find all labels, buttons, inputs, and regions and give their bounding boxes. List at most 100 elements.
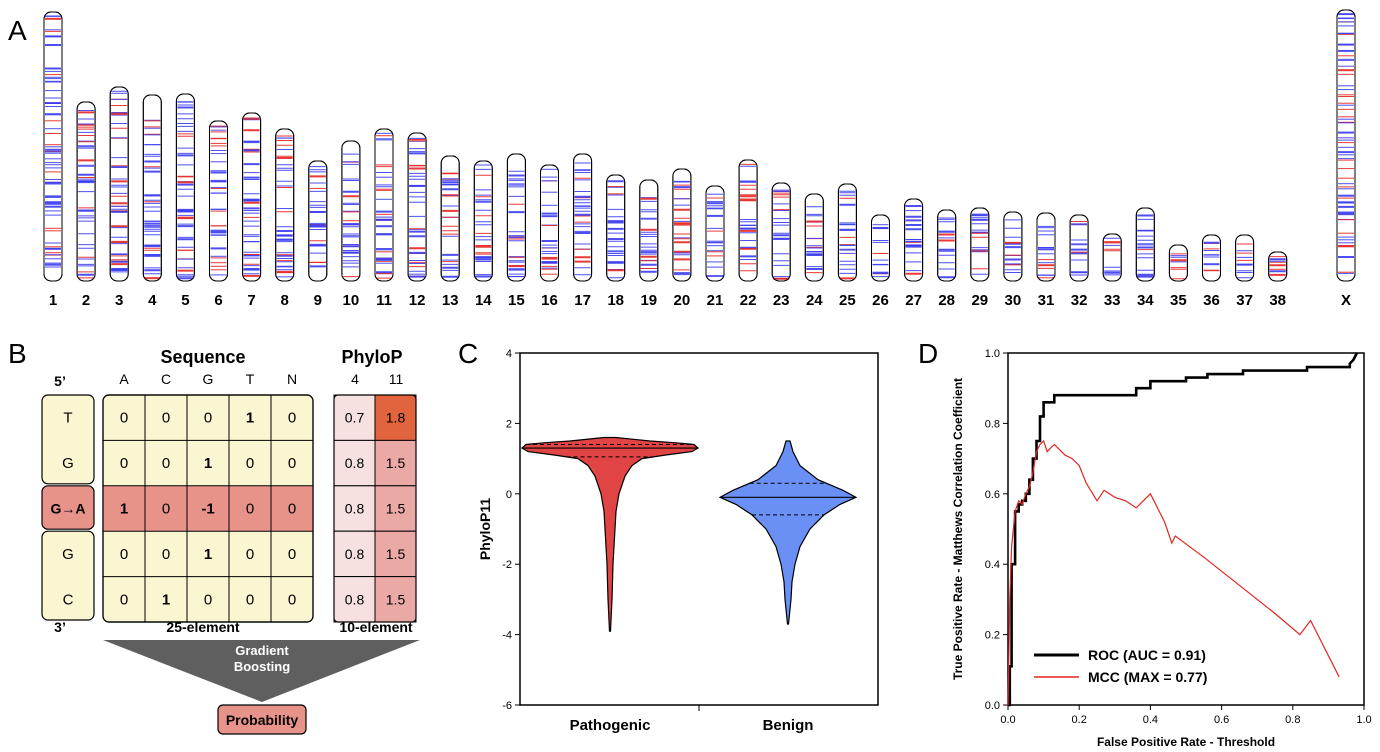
violin-pathogenic — [520, 436, 700, 632]
chromosome-38: 38 — [1268, 251, 1288, 309]
chromosome-11: 11 — [374, 128, 394, 309]
chromosome-23: 23 — [771, 182, 791, 309]
onehot-cell: 0 — [288, 410, 296, 427]
phylop-cell — [333, 439, 376, 487]
chromosome-outline — [573, 153, 593, 282]
base-header-C: C — [161, 371, 171, 387]
chromosome-label: 18 — [607, 292, 624, 309]
chromosome-26: 26 — [871, 214, 890, 309]
chromosome-label: 28 — [938, 292, 955, 309]
chromosome-27: 27 — [904, 198, 924, 309]
y-tick-label: 0.0 — [985, 700, 1000, 712]
chromosome-9: 9 — [308, 160, 328, 309]
chromosome-label: 27 — [905, 292, 922, 309]
nucleotide-label: T — [63, 410, 72, 427]
base-header-A: A — [119, 371, 129, 387]
chromosome-label: 14 — [475, 292, 492, 309]
onehot-cell: 0 — [120, 410, 128, 427]
chromosome-34: 34 — [1135, 207, 1155, 309]
violin-plot-frame — [519, 352, 879, 706]
chromosome-label: 33 — [1104, 292, 1121, 309]
chromosome-outline — [209, 120, 228, 282]
roc-plot-frame — [1007, 352, 1365, 706]
chromosome-20: 20 — [672, 168, 692, 309]
chromosome-28: 28 — [937, 209, 957, 309]
chromosome-body — [142, 94, 162, 282]
chromosome-30: 30 — [1003, 211, 1023, 309]
phylop-cell — [374, 394, 417, 441]
onehot-cell: 0 — [204, 591, 212, 608]
onehot-cell: 0 — [288, 591, 296, 608]
x-tick-label: 1.0 — [1356, 714, 1371, 726]
phylop-value: 1.5 — [386, 501, 406, 517]
chromosome-label: 10 — [343, 292, 360, 309]
chromosome-label: 30 — [1005, 292, 1022, 309]
panel-b-label: B — [8, 338, 27, 369]
onehot-cell: 0 — [162, 410, 170, 427]
panel-a-label: A — [8, 15, 27, 46]
five-prime-label: 5’ — [54, 373, 66, 389]
chromosome-label: 12 — [409, 292, 426, 309]
chromosome-outline — [771, 182, 791, 282]
chromosome-body — [771, 182, 791, 282]
y-tick-label: 0 — [506, 489, 512, 501]
chromosome-label: 31 — [1038, 292, 1055, 309]
chromosome-label: 9 — [314, 292, 322, 309]
chromosome-body — [738, 159, 758, 282]
chromosome-body — [407, 132, 427, 282]
chromosome-outline — [904, 198, 924, 282]
roc-lines — [1007, 352, 1359, 707]
chromosome-29: 29 — [970, 207, 990, 309]
chromosome-5: 5 — [175, 93, 195, 309]
y-tick-label: 0.4 — [985, 559, 1000, 571]
onehot-cell: 1 — [246, 410, 254, 427]
chromosome-outline — [242, 112, 262, 282]
chromosome-outline — [43, 11, 63, 282]
violins — [520, 436, 858, 632]
gradient-boosting-triangle — [103, 640, 420, 702]
y-tick-label: 0.6 — [985, 489, 1000, 501]
roc-legend: ROC (AUC = 0.91) MCC (MAX = 0.77) — [1034, 647, 1207, 685]
x-tick-label: 0.6 — [1214, 714, 1229, 726]
chromosome-17: 17 — [573, 153, 593, 309]
chromosome-outline — [804, 193, 824, 282]
violin-y-axis: 4 2 0 -2 -4 -6 — [502, 348, 520, 712]
onehot-cell: 1 — [162, 591, 170, 608]
onehot-cell: 1 — [204, 546, 212, 563]
y-tick-label: 0.2 — [985, 630, 1000, 642]
nucleotide-label: G — [62, 546, 74, 563]
chromosome-outline — [506, 153, 526, 282]
onehot-cell: -1 — [201, 501, 214, 518]
chromosome-label: 5 — [181, 292, 189, 309]
phylop-col-header: 11 — [389, 371, 404, 387]
phylop-value: 0.8 — [345, 546, 365, 562]
chromosome-label: 37 — [1236, 292, 1253, 309]
panel-c-label: C — [458, 338, 478, 369]
probability-box — [217, 704, 307, 735]
y-tick-label: 2 — [506, 418, 512, 430]
violin-x-axis: Pathogenic Benign — [570, 705, 813, 734]
onehot-matrix: 0 0 0 1 0 0 0 1 0 0 1 0 -1 0 0 0 0 1 0 0 0 1 0 0 0 — [102, 394, 314, 623]
panel-d-label: D — [918, 338, 938, 369]
chromosome-21: 21 — [705, 185, 725, 309]
chromosome-label: 17 — [574, 292, 591, 309]
chromosome-outline — [440, 155, 460, 282]
phylop-value: 0.8 — [345, 455, 365, 471]
chromosome-16: 16 — [540, 164, 559, 309]
chromosome-body — [1235, 234, 1255, 282]
chromosome-body — [209, 120, 228, 282]
chromosome-label: 3 — [115, 292, 123, 309]
chromosome-label: 7 — [247, 292, 255, 309]
y-tick-label: 4 — [506, 348, 512, 360]
y-tick-label: -6 — [502, 700, 512, 712]
y-tick-label: 1.0 — [985, 348, 1000, 360]
chromosome-body — [937, 209, 957, 282]
onehot-cell: 0 — [120, 546, 128, 563]
model-label-line2: Boosting — [234, 659, 290, 674]
probability-label: Probability — [226, 712, 299, 728]
phylo-headers: 4 11 — [351, 371, 403, 387]
chromosome-10: 10 — [341, 140, 361, 309]
chromosome-outline — [1168, 244, 1188, 282]
chromosome-1: 1 — [43, 11, 63, 309]
chromosome-4: 4 — [142, 94, 162, 309]
